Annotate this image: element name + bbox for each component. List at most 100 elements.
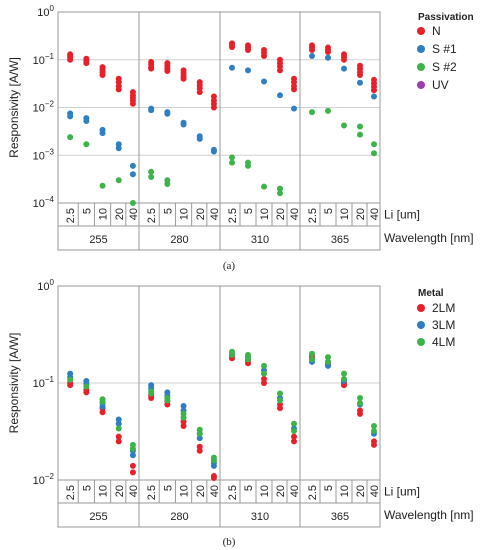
data-point — [341, 56, 347, 63]
data-point — [99, 409, 106, 416]
series-4lm — [67, 348, 377, 464]
data-point — [196, 447, 203, 454]
data-point — [309, 356, 315, 363]
data-point — [261, 78, 267, 85]
data-point — [357, 123, 363, 130]
data-point — [341, 370, 347, 377]
data-point — [83, 383, 90, 390]
li-tick-label: 40 — [289, 485, 301, 497]
data-point — [196, 89, 203, 96]
wavelength-group-label: 310 — [251, 511, 269, 523]
data-point — [148, 65, 155, 72]
li-axis-title: Li [um] — [384, 485, 420, 499]
data-point — [164, 110, 171, 117]
panel-caption: (a) — [223, 260, 236, 272]
data-point — [115, 425, 122, 432]
legend-label: 4LM — [432, 335, 455, 349]
data-point — [341, 122, 347, 129]
data-point — [357, 410, 363, 417]
li-tick-label: 5 — [81, 208, 93, 214]
wavelength-group-label: 365 — [331, 511, 349, 523]
data-point — [129, 462, 136, 469]
data-point — [164, 180, 171, 187]
series-2lm — [67, 352, 377, 481]
data-point — [325, 49, 331, 56]
data-point — [180, 414, 187, 421]
data-point — [180, 423, 187, 430]
data-point — [261, 370, 267, 377]
data-point — [277, 185, 283, 192]
chart-panel-a: 100 10−1 10−2 10−3 10−4 Responsivity [A/W] 2.5… — [7, 4, 474, 272]
legend-label: 2LM — [432, 301, 455, 315]
data-point — [325, 54, 331, 61]
data-point — [371, 428, 377, 435]
data-point — [291, 105, 297, 112]
data-point — [277, 390, 283, 397]
data-point — [129, 200, 136, 206]
legend-title: Passivation — [418, 12, 474, 23]
li-tick-label: 2.5 — [65, 208, 77, 223]
li-tick-label: 5 — [243, 485, 255, 491]
data-point — [210, 474, 217, 481]
data-point — [357, 400, 363, 407]
li-tick-label: 40 — [209, 208, 221, 220]
y-tick-label: 10−3 — [33, 147, 55, 162]
li-tick-label: 10 — [179, 208, 191, 220]
wavelength-group-label: 310 — [251, 234, 269, 246]
data-point — [83, 141, 90, 148]
li-tick-label: 20 — [275, 208, 287, 220]
data-point — [129, 100, 136, 107]
data-point — [115, 416, 122, 423]
data-point — [277, 190, 283, 197]
li-tick-label: 10 — [339, 485, 351, 497]
li-tick-label: 40 — [128, 485, 140, 497]
data-point — [129, 452, 136, 459]
data-point — [83, 389, 90, 396]
data-point — [325, 358, 331, 365]
li-tick-label: 2.5 — [65, 485, 77, 500]
data-point — [210, 462, 217, 469]
data-point — [291, 420, 297, 427]
data-point — [67, 56, 74, 63]
data-point — [148, 168, 155, 175]
li-tick-label: 5 — [162, 485, 174, 491]
data-point — [291, 438, 297, 445]
data-point — [196, 135, 203, 142]
data-point — [99, 130, 106, 137]
data-point — [277, 92, 283, 99]
data-point — [341, 375, 347, 382]
y-tick-label: 100 — [37, 4, 54, 19]
legend-marker — [417, 45, 425, 53]
data-point — [291, 428, 297, 435]
li-tick-label: 40 — [289, 208, 301, 220]
li-tick-label: 5 — [323, 208, 335, 214]
data-point — [115, 433, 122, 440]
data-point — [371, 423, 377, 430]
data-point — [83, 60, 90, 67]
data-point — [371, 93, 377, 100]
wavelength-group-label: 365 — [331, 234, 349, 246]
li-tick-label: 2.5 — [227, 485, 239, 500]
li-tick-label: 20 — [114, 208, 126, 220]
li-tick-label: 20 — [355, 485, 367, 497]
data-point — [325, 107, 331, 114]
data-point — [309, 109, 315, 116]
li-tick-label: 20 — [114, 485, 126, 497]
data-point — [229, 154, 235, 161]
data-point — [277, 67, 283, 74]
data-point — [180, 75, 187, 82]
data-point — [371, 441, 377, 448]
data-point — [115, 86, 122, 93]
data-point — [99, 398, 106, 405]
li-tick-label: 5 — [162, 208, 174, 214]
data-point — [67, 113, 74, 120]
data-point — [371, 87, 377, 94]
y-tick-label: 10−1 — [33, 52, 55, 67]
data-point — [357, 71, 363, 78]
data-point — [245, 67, 251, 74]
legend-marker — [417, 63, 425, 71]
data-point — [148, 107, 155, 114]
data-point — [164, 68, 171, 75]
data-point — [261, 380, 267, 386]
